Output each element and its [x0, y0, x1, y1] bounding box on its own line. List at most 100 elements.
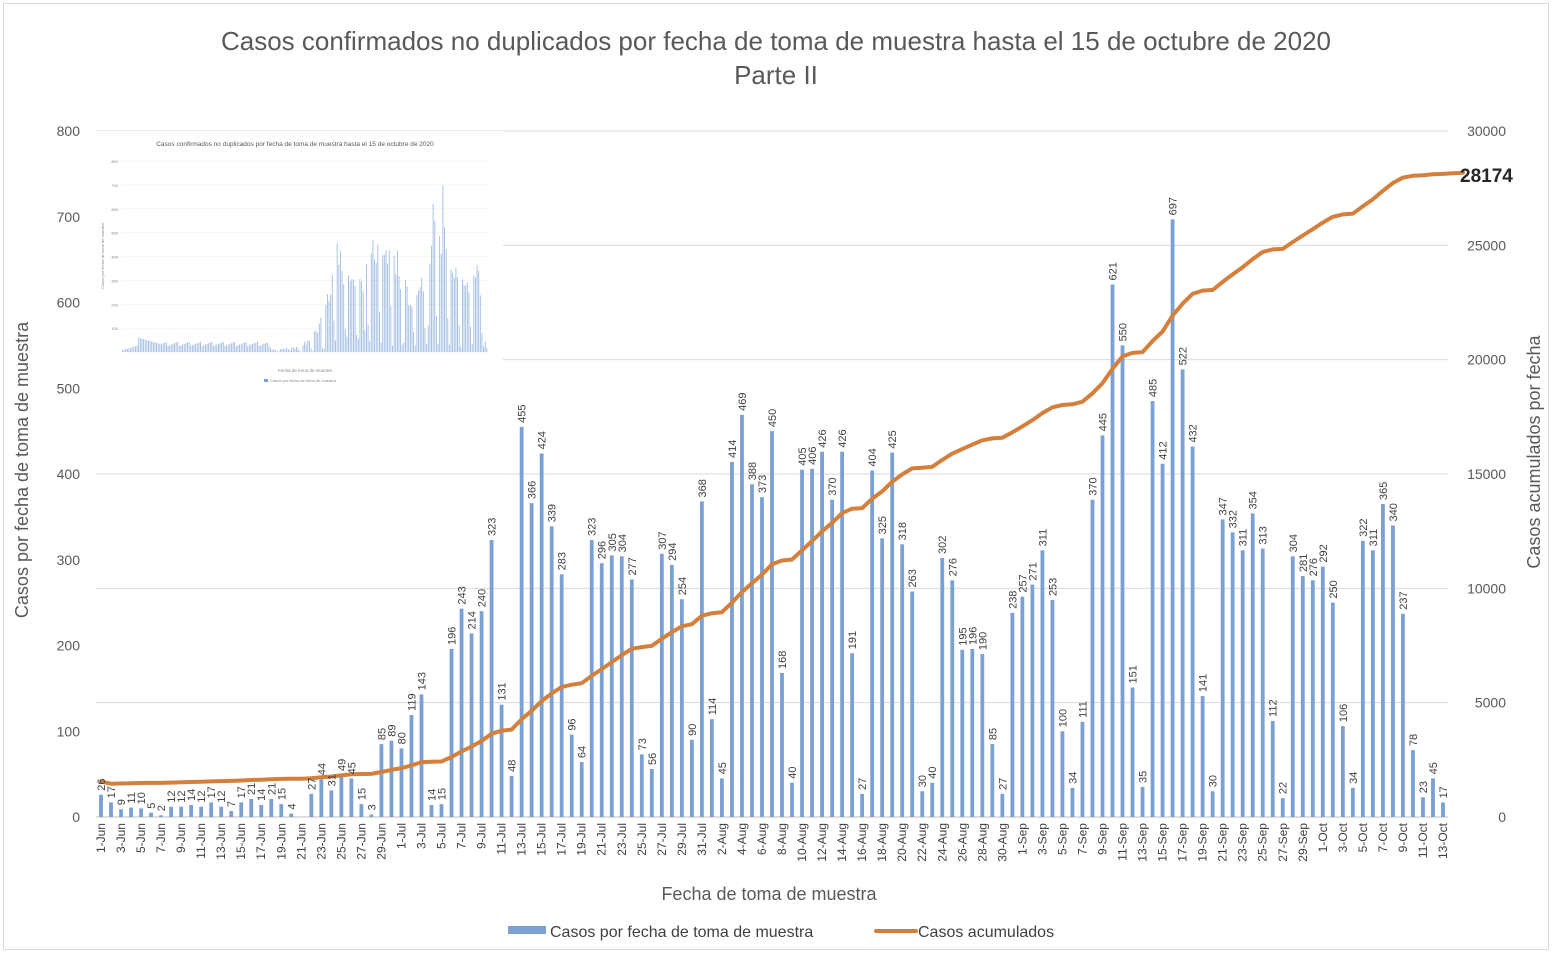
bar: [1220, 519, 1225, 817]
inset-bar: [385, 250, 387, 352]
inset-bar: [331, 274, 333, 352]
bar: [1431, 778, 1435, 817]
bar: [1370, 550, 1375, 817]
inset-bar: [463, 284, 465, 352]
bar-value-label: 21: [246, 783, 258, 795]
inset-bar: [409, 305, 411, 352]
x-tick-label: 25-Sep: [1256, 823, 1270, 862]
inset-bar: [167, 346, 169, 352]
bar-value-label: 412: [1158, 441, 1170, 459]
bar: [950, 580, 955, 817]
inset-bar: [191, 345, 193, 352]
bar: [279, 804, 284, 817]
bar-value-label: 78: [1408, 734, 1420, 746]
bar: [860, 793, 865, 817]
inset-bar: [450, 269, 452, 352]
inset-bar: [198, 342, 200, 352]
inset-bar: [323, 348, 325, 352]
bar-value-label: 296: [597, 541, 609, 559]
inset-bar: [253, 343, 255, 352]
inset-bar: [372, 240, 374, 352]
x-tick-label: 17-Sep: [1176, 823, 1190, 862]
inset-bar: [318, 323, 320, 352]
x-tick-label: 5-Jul: [435, 823, 449, 849]
bar: [1290, 556, 1295, 817]
bar: [1090, 499, 1095, 817]
legend: Casos por fecha de toma de muestra Casos…: [508, 924, 1054, 941]
bar-value-label: 15: [356, 788, 368, 800]
bar-value-label: 196: [967, 627, 979, 645]
inset-bar: [247, 346, 249, 352]
bar: [349, 778, 354, 817]
bar: [970, 648, 975, 817]
bar: [429, 804, 434, 817]
inset-bar: [356, 334, 358, 352]
bar: [439, 804, 444, 817]
inset-bar: [431, 245, 432, 352]
bar: [249, 798, 254, 817]
bar-value-label: 27: [857, 778, 869, 790]
inset-bar: [268, 345, 270, 352]
x-tick-label: 11-Jun: [194, 823, 208, 859]
inset-bar: [195, 343, 197, 352]
inset-bar: [416, 295, 418, 352]
inset-bar: [244, 342, 245, 352]
line-series: [99, 170, 1465, 786]
inset-bar: [349, 281, 351, 352]
bar: [309, 793, 314, 817]
bar-value-label: 340: [1388, 503, 1400, 521]
bar: [1240, 550, 1245, 817]
bar: [1140, 786, 1145, 817]
bar: [369, 814, 374, 817]
inset-bar: [203, 345, 205, 352]
inset-bar: [434, 220, 436, 352]
inset-bar: [336, 243, 338, 352]
bar: [1300, 576, 1305, 817]
bar-value-label: 112: [1268, 699, 1280, 717]
x-axis-ticks: 1-Jun 3-Jun 5-Jun 7-Jun 9-Jun 11-Jun 13-Jun 15-…: [94, 822, 1450, 861]
inset-bar: [289, 350, 291, 352]
bar: [910, 591, 915, 817]
inset-bar: [201, 346, 203, 352]
x-tick-label: 26-Aug: [955, 823, 969, 862]
inset-bar: [213, 346, 214, 352]
bar-value-label: 21: [266, 783, 278, 795]
bar-value-label: 323: [487, 518, 499, 536]
bar-value-label: 347: [1218, 497, 1230, 515]
inset-bar: [471, 343, 473, 352]
bar: [790, 782, 794, 817]
inset-bar: [279, 349, 281, 352]
bar: [760, 497, 764, 817]
x-tick-label: 5-Sep: [1055, 823, 1069, 855]
bar-value-label: 485: [1148, 379, 1160, 397]
bar-value-label: 9: [116, 799, 128, 805]
bar: [639, 754, 644, 817]
bar-value-label: 151: [1128, 665, 1140, 683]
x-tick-label: 28-Aug: [975, 823, 989, 862]
inset-bar: [174, 343, 175, 352]
inset-bar: [287, 349, 289, 352]
bar: [1381, 504, 1385, 817]
bar: [329, 790, 334, 817]
x-tick-label: 12-Aug: [815, 823, 829, 862]
inset-bar: [190, 346, 192, 352]
bar: [609, 555, 614, 817]
inset-bar: [260, 345, 262, 352]
bar: [579, 762, 584, 817]
inset-bar: [313, 331, 315, 352]
legend-bar-label: Casos por fecha de toma de muestra: [550, 924, 813, 941]
inset-bar: [219, 343, 221, 352]
inset-bar: [474, 277, 476, 352]
x-tick-label: 16-Aug: [855, 823, 869, 862]
bar-value-label: 114: [707, 698, 719, 716]
inset-bar: [458, 325, 460, 352]
bar: [469, 633, 474, 817]
bar-value-label: 426: [817, 429, 829, 447]
bar: [489, 540, 494, 817]
bar: [1070, 787, 1075, 817]
inset-y-tick-label: 500: [111, 231, 118, 236]
inset-bar: [248, 345, 250, 352]
bar: [900, 544, 905, 817]
y-tick-label: 200: [57, 638, 81, 654]
inset-bar: [245, 341, 247, 352]
